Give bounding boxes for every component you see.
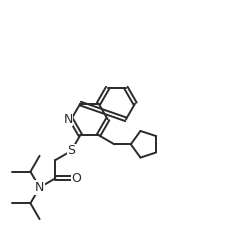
Text: N: N (35, 181, 44, 194)
Text: N: N (63, 113, 73, 126)
Text: O: O (71, 172, 81, 185)
Text: S: S (67, 144, 75, 157)
